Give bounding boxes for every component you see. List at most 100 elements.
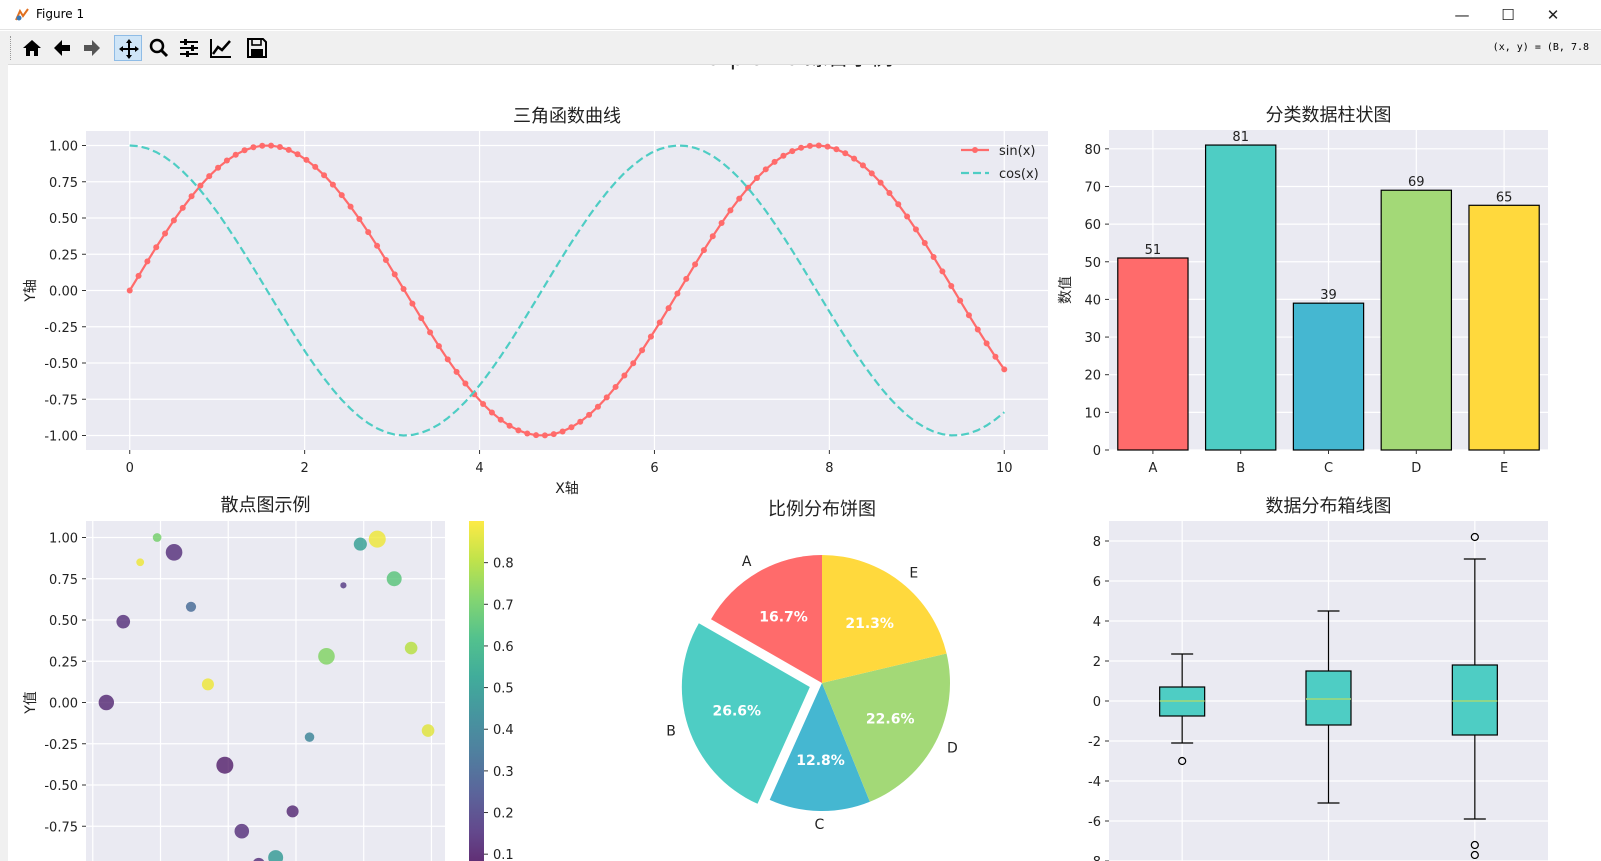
pie-label-E: E (909, 566, 918, 582)
bar-chart-xtick-label: B (1236, 461, 1245, 476)
line-series-sin-marker (188, 193, 195, 200)
colorbar-tick-label: 0.1 (493, 848, 514, 861)
line-series-sin-marker (594, 403, 601, 410)
line-series-sin-marker (789, 148, 796, 155)
bar-B (1204, 144, 1277, 451)
line-series-sin-marker (391, 271, 398, 278)
bar-A (1117, 257, 1189, 451)
line-series-sin-marker (541, 432, 548, 439)
scatter-point (216, 756, 234, 774)
line-series-sin-marker (692, 261, 699, 268)
scatter-point (98, 694, 115, 711)
zoom-button[interactable] (145, 35, 173, 61)
line-series-sin-marker (568, 424, 575, 431)
line-series-sin-marker (974, 326, 981, 333)
colorbar-tick-label: 0.7 (493, 598, 514, 613)
figure-suptitle: Matplotlib 综合示例 (689, 65, 893, 71)
maximize-button[interactable]: ☐ (1501, 6, 1515, 24)
window-titlebar: Figure 1 — ☐ ✕ (0, 0, 1601, 30)
bar-chart-ytick-label: 10 (1084, 406, 1101, 421)
minimize-button[interactable]: — (1454, 6, 1470, 24)
line-series-sin-marker (524, 430, 531, 437)
line-series-sin-marker (356, 216, 363, 223)
line-chart-ytick-label: 0.25 (49, 248, 78, 263)
scatter-point (185, 601, 197, 612)
forward-arrow-icon (84, 40, 100, 56)
scatter-point (136, 558, 145, 567)
box-chart-title: 数据分布箱线图 (1266, 496, 1392, 517)
line-series-sin-marker (842, 150, 849, 157)
line-chart-ytick-label: 0.75 (49, 176, 78, 191)
line-series-sin-marker (382, 256, 389, 263)
line-series-sin-marker (586, 411, 593, 418)
pie-pct-label-E: 21.3% (845, 616, 894, 632)
bar-chart-ytick-label: 70 (1084, 180, 1101, 195)
line-series-sin (128, 144, 1006, 437)
scatter-point (353, 537, 367, 551)
line-series-sin-marker (162, 230, 169, 237)
line-chart-xtick-label: 4 (475, 461, 483, 476)
scatter-point (318, 647, 335, 665)
line-series-sin-marker (1001, 366, 1008, 373)
line-series-sin-marker (621, 372, 628, 379)
colorbar-tick-label: 0.8 (493, 557, 514, 572)
line-series-sin-marker (674, 290, 681, 297)
scatter-point (421, 724, 435, 737)
scatter-point (404, 641, 418, 655)
line-chart-ytick-label: -0.50 (44, 357, 78, 372)
bar-chart-ylabel: 数值 (1058, 276, 1074, 304)
line-series-sin-marker (559, 428, 566, 435)
scatter-chart-title: 散点图示例 (221, 495, 311, 516)
bar-E (1468, 204, 1540, 451)
back-button[interactable] (48, 35, 76, 61)
line-chart-xtick-label: 8 (825, 461, 833, 476)
line-series-sin-marker (347, 203, 354, 210)
line-series-sin-marker (153, 244, 160, 251)
pie-chart: 比例分布饼图 16.7% A 26.6% B 12.8% C 22.6% D 21.3% E (666, 499, 958, 833)
scatter-point (201, 678, 214, 691)
close-button[interactable]: ✕ (1546, 6, 1560, 24)
window-title: Figure 1 (36, 7, 85, 21)
pan-button[interactable] (114, 35, 142, 61)
scatter-chart-axes-background (86, 521, 445, 861)
box-outlier (1178, 756, 1187, 766)
save-button[interactable] (243, 35, 271, 61)
line-chart-xlabel: X轴 (555, 481, 579, 497)
box-chart: 8 6 4 2 0 -2 -4 -6 -8 数据分布箱线图 (1088, 496, 1548, 861)
line-series-sin-marker (965, 312, 972, 319)
pie-slice-D (822, 653, 950, 802)
forward-button[interactable] (78, 35, 106, 61)
line-series-sin-marker (329, 181, 336, 188)
colorbar-tick-label: 0.3 (493, 765, 514, 780)
line-series-sin-marker (365, 229, 372, 236)
bar-chart-xtick-label: E (1500, 461, 1508, 476)
line-series-sin-marker (488, 409, 495, 416)
home-button[interactable] (18, 35, 46, 61)
box-chart-ytick-label: 8 (1093, 535, 1101, 550)
configure-subplots-button[interactable] (175, 35, 203, 61)
bar-value-label-B: 81 (1232, 130, 1249, 145)
pie-pct-label-C: 12.8% (796, 753, 845, 769)
toolbar-grip[interactable] (10, 36, 14, 60)
box-chart-ytick-label: -6 (1088, 815, 1101, 830)
line-series-sin-marker (427, 329, 434, 336)
line-series-sin-marker (206, 173, 213, 180)
line-series-sin-marker (859, 162, 866, 169)
line-series-sin-marker (762, 166, 769, 173)
line-series-sin-marker (877, 179, 884, 186)
line-series-sin-marker (285, 146, 292, 153)
scatter-point (152, 533, 162, 542)
bar-chart-ytick-label: 30 (1084, 331, 1101, 346)
line-series-sin-marker (771, 158, 778, 165)
scatter-chart-ytick-label: -0.75 (44, 820, 78, 835)
edit-axis-button[interactable] (206, 35, 234, 61)
figure-canvas[interactable]: Matplotlib 综合示例02468101.000.750.500.250.… (8, 65, 1601, 861)
line-series-sin-marker (983, 340, 990, 347)
box-chart-ytick-label: 4 (1093, 615, 1101, 630)
pan-icon (119, 39, 139, 59)
matplotlib-app-icon (15, 8, 29, 21)
line-series-sin-marker (824, 143, 831, 150)
line-series-sin-marker (515, 427, 522, 434)
line-series-sin-marker (497, 416, 504, 423)
line-series-sin-marker (727, 207, 734, 214)
